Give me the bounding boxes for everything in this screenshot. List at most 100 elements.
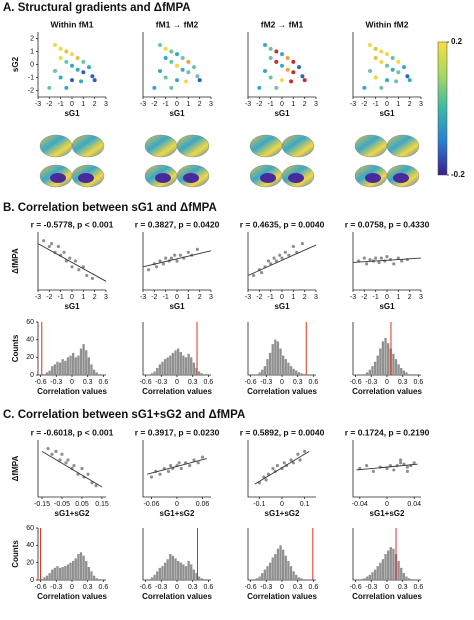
scatter-point: [264, 478, 268, 482]
histogram-bar: [192, 362, 196, 375]
x-tick-label: 0: [280, 584, 284, 591]
x-tick-label: 0.3: [83, 584, 93, 591]
histogram-bar: [92, 575, 96, 580]
scatter-point: [161, 262, 165, 266]
scatter-point: [158, 69, 162, 73]
subplot-title: r = 0.1724, p = 0.2190: [345, 427, 430, 437]
x-axis-label: sG1: [169, 302, 185, 311]
scatter-point: [169, 464, 173, 468]
histogram-bar: [48, 370, 51, 375]
x-axis-label: sG1: [379, 109, 395, 118]
scatter-point: [85, 273, 89, 278]
scatter-point: [396, 256, 400, 260]
scatter-point: [86, 472, 90, 476]
scatter-point: [377, 260, 381, 265]
histogram-bar: [289, 566, 293, 580]
x-tick-label: 0.6: [99, 584, 109, 591]
scatter-point: [300, 74, 305, 79]
histogram-bar: [61, 359, 64, 375]
histogram-bar: [255, 578, 259, 580]
scatter-point: [268, 75, 273, 80]
scatter-point: [274, 59, 279, 64]
x-tick-label: -0.3: [365, 379, 377, 386]
scatter-point: [180, 67, 185, 72]
histogram-bar: [282, 549, 285, 580]
scatter-point: [70, 78, 74, 83]
histogram-bar: [150, 373, 154, 375]
brain-medial-core: [50, 173, 66, 183]
histogram-bar: [148, 579, 151, 580]
histogram-bar: [85, 350, 88, 375]
scatter-point: [62, 250, 66, 254]
histogram-bar: [153, 371, 156, 375]
scatter-point: [81, 59, 86, 64]
scatter-point: [297, 65, 301, 70]
subplot-title: r = 0.3827, p = 0.0420: [135, 219, 220, 229]
panel-title: C. Correlation between sG1+sG2 and ΔfMPA: [3, 409, 245, 421]
histogram-bar: [266, 566, 269, 580]
histogram-bar: [184, 357, 188, 375]
scatter-point: [64, 85, 69, 90]
x-axis-label: Correlation values: [37, 387, 107, 396]
x-tick-label: 2: [303, 294, 307, 301]
scatter-point: [287, 253, 291, 257]
scatter-point: [374, 256, 378, 260]
x-tick-label: 3: [419, 294, 423, 301]
scatter-point: [303, 449, 307, 453]
scatter-point: [58, 46, 63, 51]
y-tick-label: 1: [30, 48, 34, 55]
scatter-point: [94, 484, 98, 488]
brain-medial-core: [183, 173, 199, 183]
scatter-point: [47, 85, 52, 90]
y-tick-label: 20: [26, 354, 34, 361]
x-tick-label: 0.15: [95, 501, 109, 508]
scatter-point: [365, 262, 369, 266]
scatter-point: [186, 59, 191, 64]
histogram-bar: [177, 348, 180, 375]
scatter-point: [163, 46, 168, 51]
scatter-point: [175, 63, 179, 68]
histogram-bar: [169, 554, 172, 580]
histogram-bar: [53, 364, 57, 375]
scatter-point: [179, 466, 183, 471]
scatter-point: [50, 242, 54, 246]
brain-lateral: [71, 134, 105, 158]
histogram-bar: [90, 571, 93, 580]
scatter-point: [405, 465, 409, 469]
histogram-bar: [402, 573, 406, 580]
x-tick-label: 1: [81, 294, 85, 301]
scatter-point: [402, 65, 406, 70]
fit-line: [37, 243, 107, 282]
scatter-point: [72, 464, 76, 468]
histogram-bar: [72, 352, 75, 375]
histogram-bar: [297, 372, 301, 375]
histogram-bar: [284, 555, 287, 580]
x-tick-label: -0.06: [144, 501, 160, 508]
histogram-bar: [56, 566, 59, 580]
histogram-bar: [58, 567, 62, 580]
x-tick-label: -0.6: [245, 379, 257, 386]
brain-medial-core: [78, 173, 94, 183]
brain-lateral: [386, 134, 420, 158]
subplot-title: r = 0.0758, p = 0.4330: [345, 219, 430, 229]
histogram-bar: [69, 355, 72, 375]
x-axis-label: sG1: [379, 302, 395, 311]
scatter-point: [87, 65, 91, 70]
histogram-bar: [171, 352, 175, 375]
subplot-title: fM1 → fM2: [156, 19, 199, 29]
brain-lateral: [281, 134, 315, 158]
histogram-bar: [85, 560, 88, 580]
scatter-point: [42, 239, 46, 243]
histogram-bar: [287, 560, 290, 580]
histogram-bar: [45, 575, 49, 580]
scatter-point: [175, 259, 179, 263]
scatter-point: [163, 75, 168, 80]
x-tick-label: 0: [70, 101, 74, 108]
x-tick-label: 0.3: [293, 584, 303, 591]
histogram-bar: [279, 545, 282, 580]
brain-medial-core: [155, 173, 171, 183]
x-tick-label: -3: [350, 294, 356, 301]
scatter-point: [66, 458, 70, 462]
scatter-point: [54, 449, 58, 453]
x-tick-label: 0: [385, 101, 389, 108]
